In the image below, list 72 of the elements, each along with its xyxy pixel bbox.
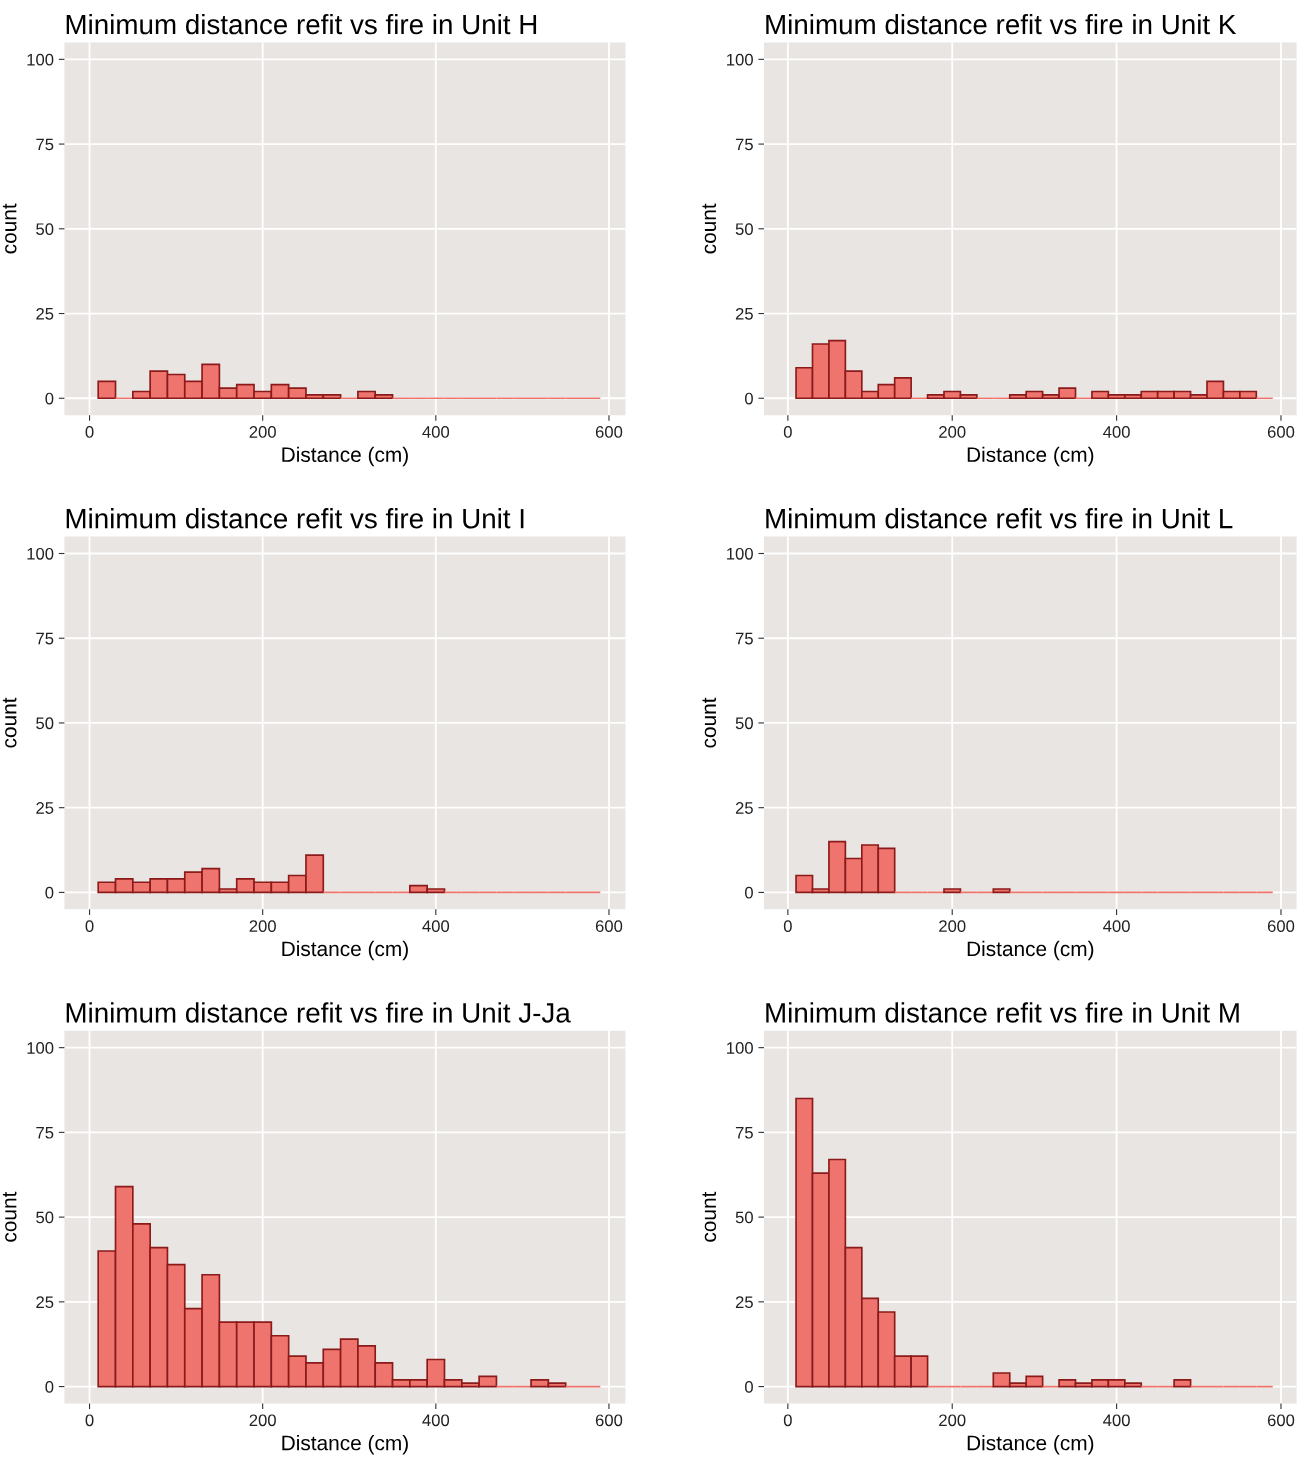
chart-title: Minimum distance refit vs fire in Unit K xyxy=(766,13,1237,35)
x-tick-label: 0 xyxy=(783,426,792,438)
y-tick-label: 0 xyxy=(744,886,753,899)
x-tick-label: 600 xyxy=(595,426,623,438)
y-tick-label: 50 xyxy=(36,1211,54,1224)
x-tick-label: 200 xyxy=(249,920,276,933)
y-axis-title: count xyxy=(2,203,17,254)
x-tick-label: 0 xyxy=(783,920,792,933)
x-tick-label: 600 xyxy=(1267,920,1295,933)
x-tick-label: 200 xyxy=(939,426,966,438)
x-axis-title: Distance (cm) xyxy=(282,940,408,961)
chart-title: Minimum distance refit vs fire in Unit I xyxy=(66,508,524,529)
y-tick-label: 0 xyxy=(45,886,54,899)
y-tick-label: 100 xyxy=(27,53,54,66)
y-tick-label: 100 xyxy=(727,547,753,560)
y-tick-label: 75 xyxy=(36,632,54,645)
x-axis-title: Distance (cm) xyxy=(282,446,408,467)
y-tick-label: 25 xyxy=(735,1296,753,1309)
y-tick-label: 25 xyxy=(36,1296,54,1309)
x-tick-label: 400 xyxy=(1103,426,1130,438)
x-tick-label: 600 xyxy=(595,1414,623,1427)
y-axis-title: count xyxy=(2,1191,17,1242)
x-tick-label: 200 xyxy=(939,1414,966,1427)
chart-title: Minimum distance refit vs fire in Unit H xyxy=(66,13,537,35)
x-tick-label: 200 xyxy=(249,426,276,438)
y-axis-title: count xyxy=(702,697,717,748)
y-tick-label: 25 xyxy=(36,307,54,320)
x-tick-label: 600 xyxy=(1267,426,1295,438)
x-tick-label: 200 xyxy=(939,920,966,933)
y-tick-label: 100 xyxy=(727,1042,753,1054)
y-axis-title: count xyxy=(2,697,17,748)
y-tick-label: 50 xyxy=(735,717,753,730)
chart-title: Minimum distance refit vs fire in Unit L xyxy=(766,508,1233,529)
x-tick-label: 200 xyxy=(249,1414,276,1427)
y-tick-label: 100 xyxy=(27,547,54,560)
y-tick-label: 50 xyxy=(735,1211,753,1224)
x-tick-label: 400 xyxy=(1103,1414,1130,1427)
x-axis-title: Distance (cm) xyxy=(967,1435,1094,1455)
x-axis-title: Distance (cm) xyxy=(967,446,1094,467)
x-axis-title: Distance (cm) xyxy=(282,1435,408,1455)
y-axis-title: count xyxy=(702,1191,717,1242)
y-tick-label: 50 xyxy=(735,223,753,236)
y-tick-label: 100 xyxy=(27,1042,54,1054)
y-tick-label: 0 xyxy=(744,392,753,405)
y-tick-label: 25 xyxy=(735,802,753,814)
x-tick-label: 400 xyxy=(422,1414,450,1427)
y-tick-label: 0 xyxy=(45,392,54,405)
y-tick-label: 75 xyxy=(36,138,54,151)
x-tick-label: 400 xyxy=(422,426,450,438)
y-tick-label: 75 xyxy=(735,632,753,645)
y-tick-label: 25 xyxy=(735,307,753,320)
y-tick-label: 75 xyxy=(735,1126,753,1139)
x-tick-label: 0 xyxy=(85,426,94,438)
x-tick-label: 600 xyxy=(1267,1414,1295,1427)
y-tick-label: 75 xyxy=(36,1126,54,1139)
y-axis-title: count xyxy=(702,203,717,254)
y-tick-label: 50 xyxy=(36,717,54,730)
x-tick-label: 600 xyxy=(595,920,623,933)
x-tick-label: 0 xyxy=(85,920,94,933)
y-tick-label: 0 xyxy=(45,1380,54,1393)
y-tick-label: 25 xyxy=(36,802,54,814)
x-tick-label: 400 xyxy=(1103,920,1130,933)
chart-title: Minimum distance refit vs fire in Unit J-Ja xyxy=(66,1002,571,1023)
y-tick-label: 50 xyxy=(36,223,54,236)
y-tick-label: 75 xyxy=(735,138,753,151)
y-tick-label: 0 xyxy=(744,1380,753,1393)
x-tick-label: 0 xyxy=(783,1414,792,1427)
chart-title: Minimum distance refit vs fire in Unit M xyxy=(766,1002,1239,1023)
x-tick-label: 400 xyxy=(422,920,450,933)
x-axis-title: Distance (cm) xyxy=(967,940,1094,961)
y-tick-label: 100 xyxy=(727,53,753,66)
x-tick-label: 0 xyxy=(85,1414,94,1427)
